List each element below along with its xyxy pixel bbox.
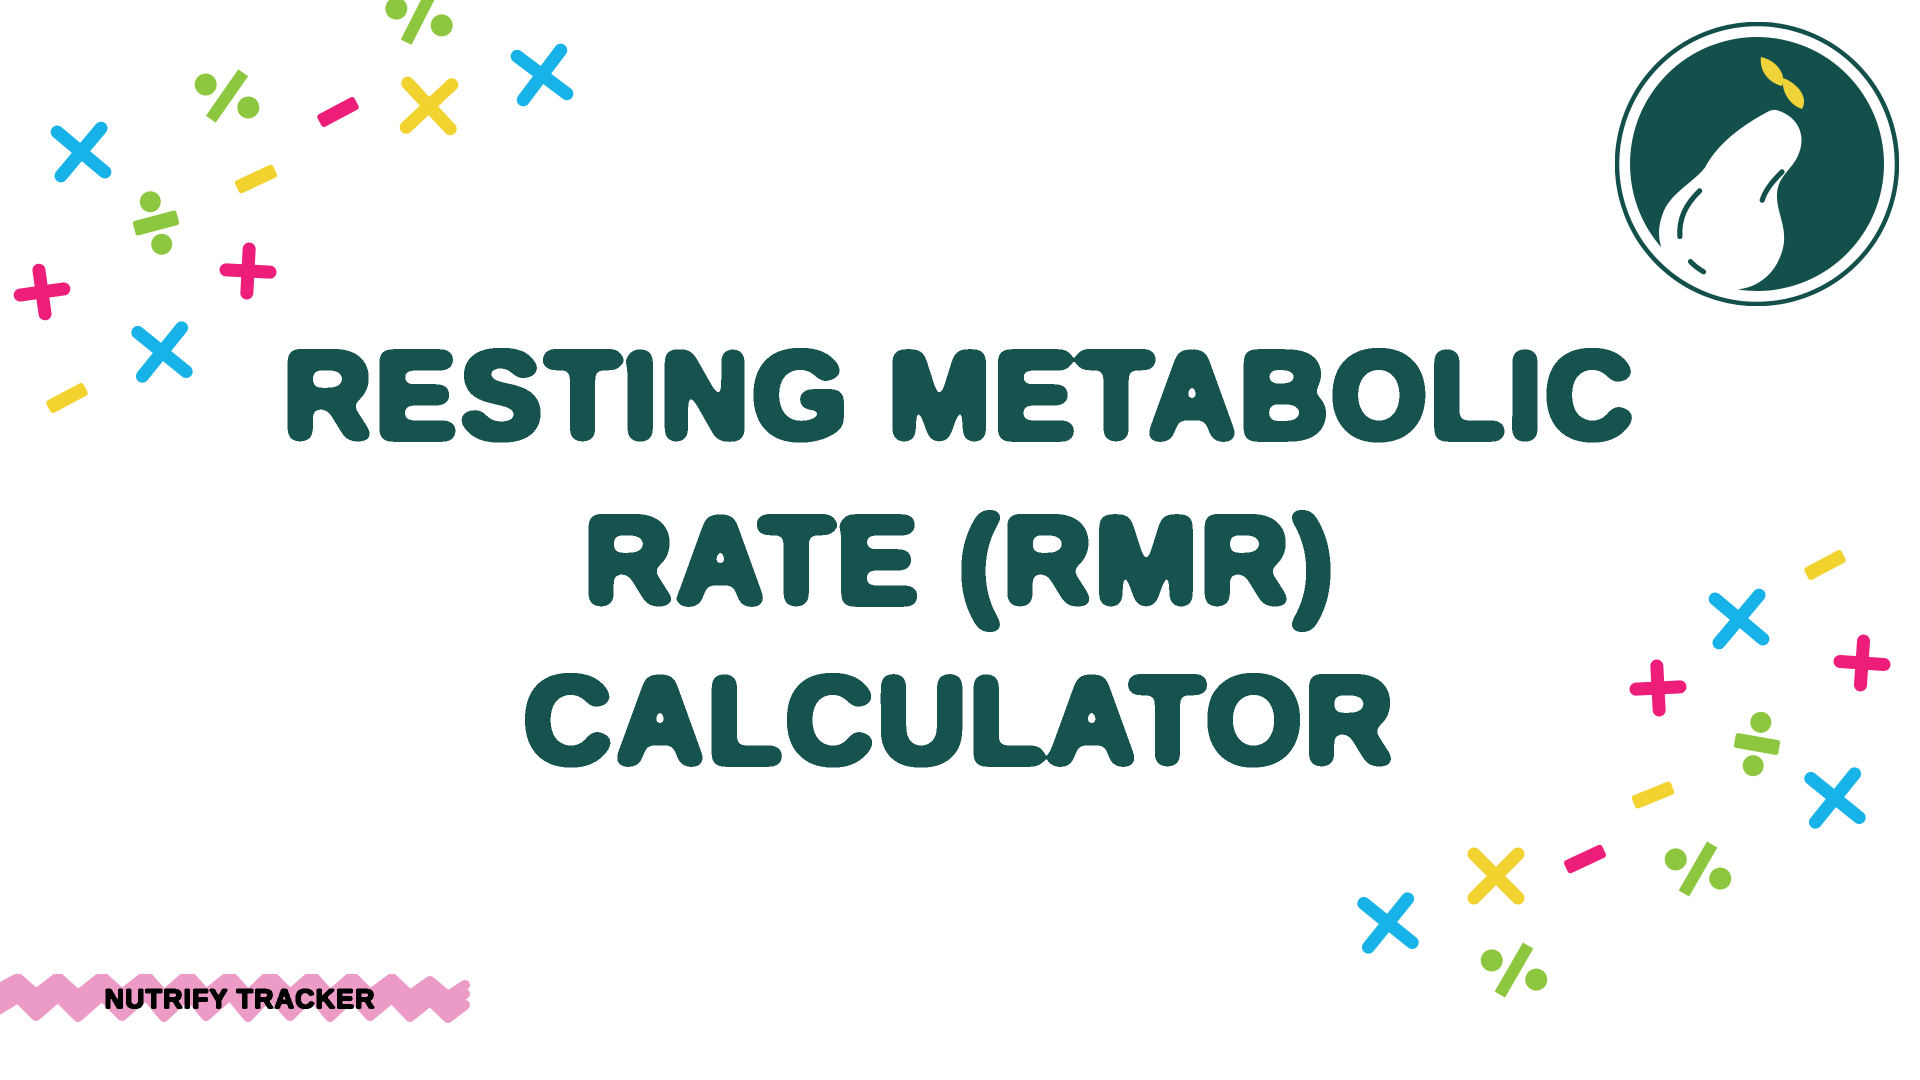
svg-text:RATE (RMR): RATE (RMR): [584, 493, 1336, 630]
svg-text:NUTRIFY TRACKER: NUTRIFY TRACKER: [105, 984, 376, 1014]
svg-text:CALCULATOR: CALCULATOR: [524, 653, 1397, 790]
svg-text:RESTING METABOLIC: RESTING METABOLIC: [283, 328, 1637, 465]
